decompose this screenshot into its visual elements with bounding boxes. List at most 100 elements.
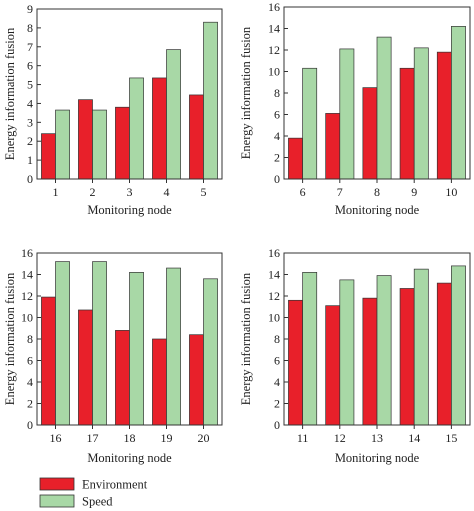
y-axis-label: Energy information fusion (239, 272, 253, 405)
y-tick-label: 14 (268, 22, 280, 36)
y-tick-label: 9 (27, 2, 33, 16)
bar-environment-node-19 (152, 338, 167, 426)
bar-speed-node-14 (413, 268, 429, 426)
y-tick-label: 0 (274, 172, 280, 186)
y-axis-label: Energy information fusion (239, 26, 253, 159)
x-tick-label: 9 (411, 185, 417, 199)
x-tick-label: 6 (300, 185, 306, 199)
y-tick-label: 7 (27, 40, 33, 54)
x-tick-label: 12 (334, 431, 346, 445)
legend-label-environment: Environment (82, 478, 148, 492)
legend: Environment Speed (39, 477, 148, 509)
y-tick-label: 3 (27, 115, 33, 129)
bar-environment-node-4 (152, 77, 167, 180)
legend-label-speed: Speed (82, 495, 113, 509)
y-tick-label: 1 (27, 153, 33, 167)
bar-speed-node-18 (129, 272, 144, 426)
x-tick-label: 3 (127, 185, 133, 199)
bar-environment-node-16 (41, 296, 56, 426)
y-axis-label: Energy information fusion (3, 27, 17, 160)
y-tick-label: 8 (27, 21, 33, 35)
x-tick-label: 17 (87, 431, 99, 445)
bar-speed-node-15 (451, 265, 466, 426)
y-axis-label: Energy information fusion (3, 272, 17, 405)
bar-environment-node-8 (362, 87, 378, 180)
y-tick-label: 16 (268, 246, 280, 260)
x-axis-label: Monitoring node (335, 203, 420, 217)
y-tick-label: 10 (21, 311, 33, 325)
x-tick-label: 16 (50, 431, 62, 445)
x-tick-label: 7 (337, 185, 343, 199)
bar-environment-node-3 (115, 106, 130, 180)
y-tick-label: 2 (27, 134, 33, 148)
bar-speed-node-5 (203, 21, 218, 180)
y-tick-label: 0 (274, 418, 280, 432)
y-tick-label: 8 (274, 86, 280, 100)
chart-panel-nodes-1-5: 0 1 2 3 4 5 6 7 8 9 1 2 3 4 5 Monitoring node Energy inf… (3, 2, 223, 217)
y-tick-label: 6 (27, 354, 33, 368)
bar-environment-node-1 (41, 133, 56, 180)
bar-speed-node-19 (166, 267, 181, 426)
bar-environment-node-11 (288, 299, 303, 426)
y-tick-label: 8 (274, 332, 280, 346)
x-tick-label: 15 (445, 431, 457, 445)
x-tick-label: 13 (371, 431, 383, 445)
x-tick-label: 2 (90, 185, 96, 199)
y-tick-label: 14 (268, 268, 280, 282)
y-tick-label: 2 (274, 397, 280, 411)
y-tick-label: 4 (274, 129, 280, 143)
bar-environment-node-15 (436, 282, 452, 426)
x-tick-label: 19 (161, 431, 173, 445)
y-tick-label: 16 (268, 0, 280, 14)
bar-speed-node-10 (451, 26, 466, 180)
bar-environment-node-12 (325, 305, 341, 426)
bar-speed-node-16 (55, 261, 70, 426)
bar-speed-node-8 (376, 36, 392, 180)
bar-environment-node-10 (436, 51, 452, 180)
bar-environment-node-6 (288, 137, 303, 180)
legend-swatch-speed (39, 494, 75, 508)
y-tick-label: 2 (27, 397, 33, 411)
chart-panel-nodes-6-10: 0 2 4 6 8 10 12 14 16 6 7 8 9 10 Monitoring node Energy… (239, 0, 471, 217)
x-tick-label: 20 (198, 431, 210, 445)
y-tick-label: 6 (274, 354, 280, 368)
x-tick-label: 10 (445, 185, 457, 199)
x-tick-label: 8 (374, 185, 380, 199)
y-tick-label: 0 (27, 172, 33, 186)
x-axis-label: Monitoring node (335, 451, 420, 465)
bar-speed-node-17 (92, 261, 107, 426)
y-tick-label: 12 (268, 289, 280, 303)
y-tick-label: 6 (27, 59, 33, 73)
bar-speed-node-13 (376, 275, 392, 426)
y-tick-label: 10 (268, 311, 280, 325)
x-tick-label: 4 (164, 185, 170, 199)
x-tick-label: 11 (297, 431, 309, 445)
y-tick-label: 4 (27, 96, 33, 110)
bar-environment-node-7 (325, 113, 341, 180)
bar-environment-node-18 (115, 330, 130, 426)
bar-environment-node-14 (399, 288, 415, 426)
y-tick-label: 14 (21, 268, 33, 282)
y-tick-label: 4 (27, 375, 33, 389)
bar-environment-node-17 (78, 309, 93, 426)
bar-environment-node-9 (399, 67, 415, 180)
y-tick-label: 12 (268, 43, 280, 57)
y-tick-label: 16 (21, 246, 33, 260)
y-tick-label: 2 (274, 151, 280, 165)
bar-speed-node-1 (55, 109, 70, 180)
bar-speed-node-3 (129, 77, 144, 180)
x-tick-label: 5 (201, 185, 207, 199)
bar-speed-node-4 (166, 49, 181, 180)
x-tick-label: 18 (124, 431, 136, 445)
x-axis-label: Monitoring node (87, 203, 172, 217)
bar-speed-node-12 (339, 279, 355, 426)
y-tick-label: 6 (274, 108, 280, 122)
bar-environment-node-5 (189, 94, 204, 180)
x-tick-label: 1 (53, 185, 59, 199)
bar-speed-node-20 (203, 278, 218, 426)
chart-panel-nodes-11-15: 0 2 4 6 8 10 12 14 16 11 12 13 14 15 Monitoring node En… (239, 246, 471, 465)
bar-speed-node-7 (339, 48, 355, 180)
bar-environment-node-20 (189, 334, 204, 426)
legend-swatch-environment (39, 477, 75, 491)
x-tick-label: 14 (408, 431, 420, 445)
